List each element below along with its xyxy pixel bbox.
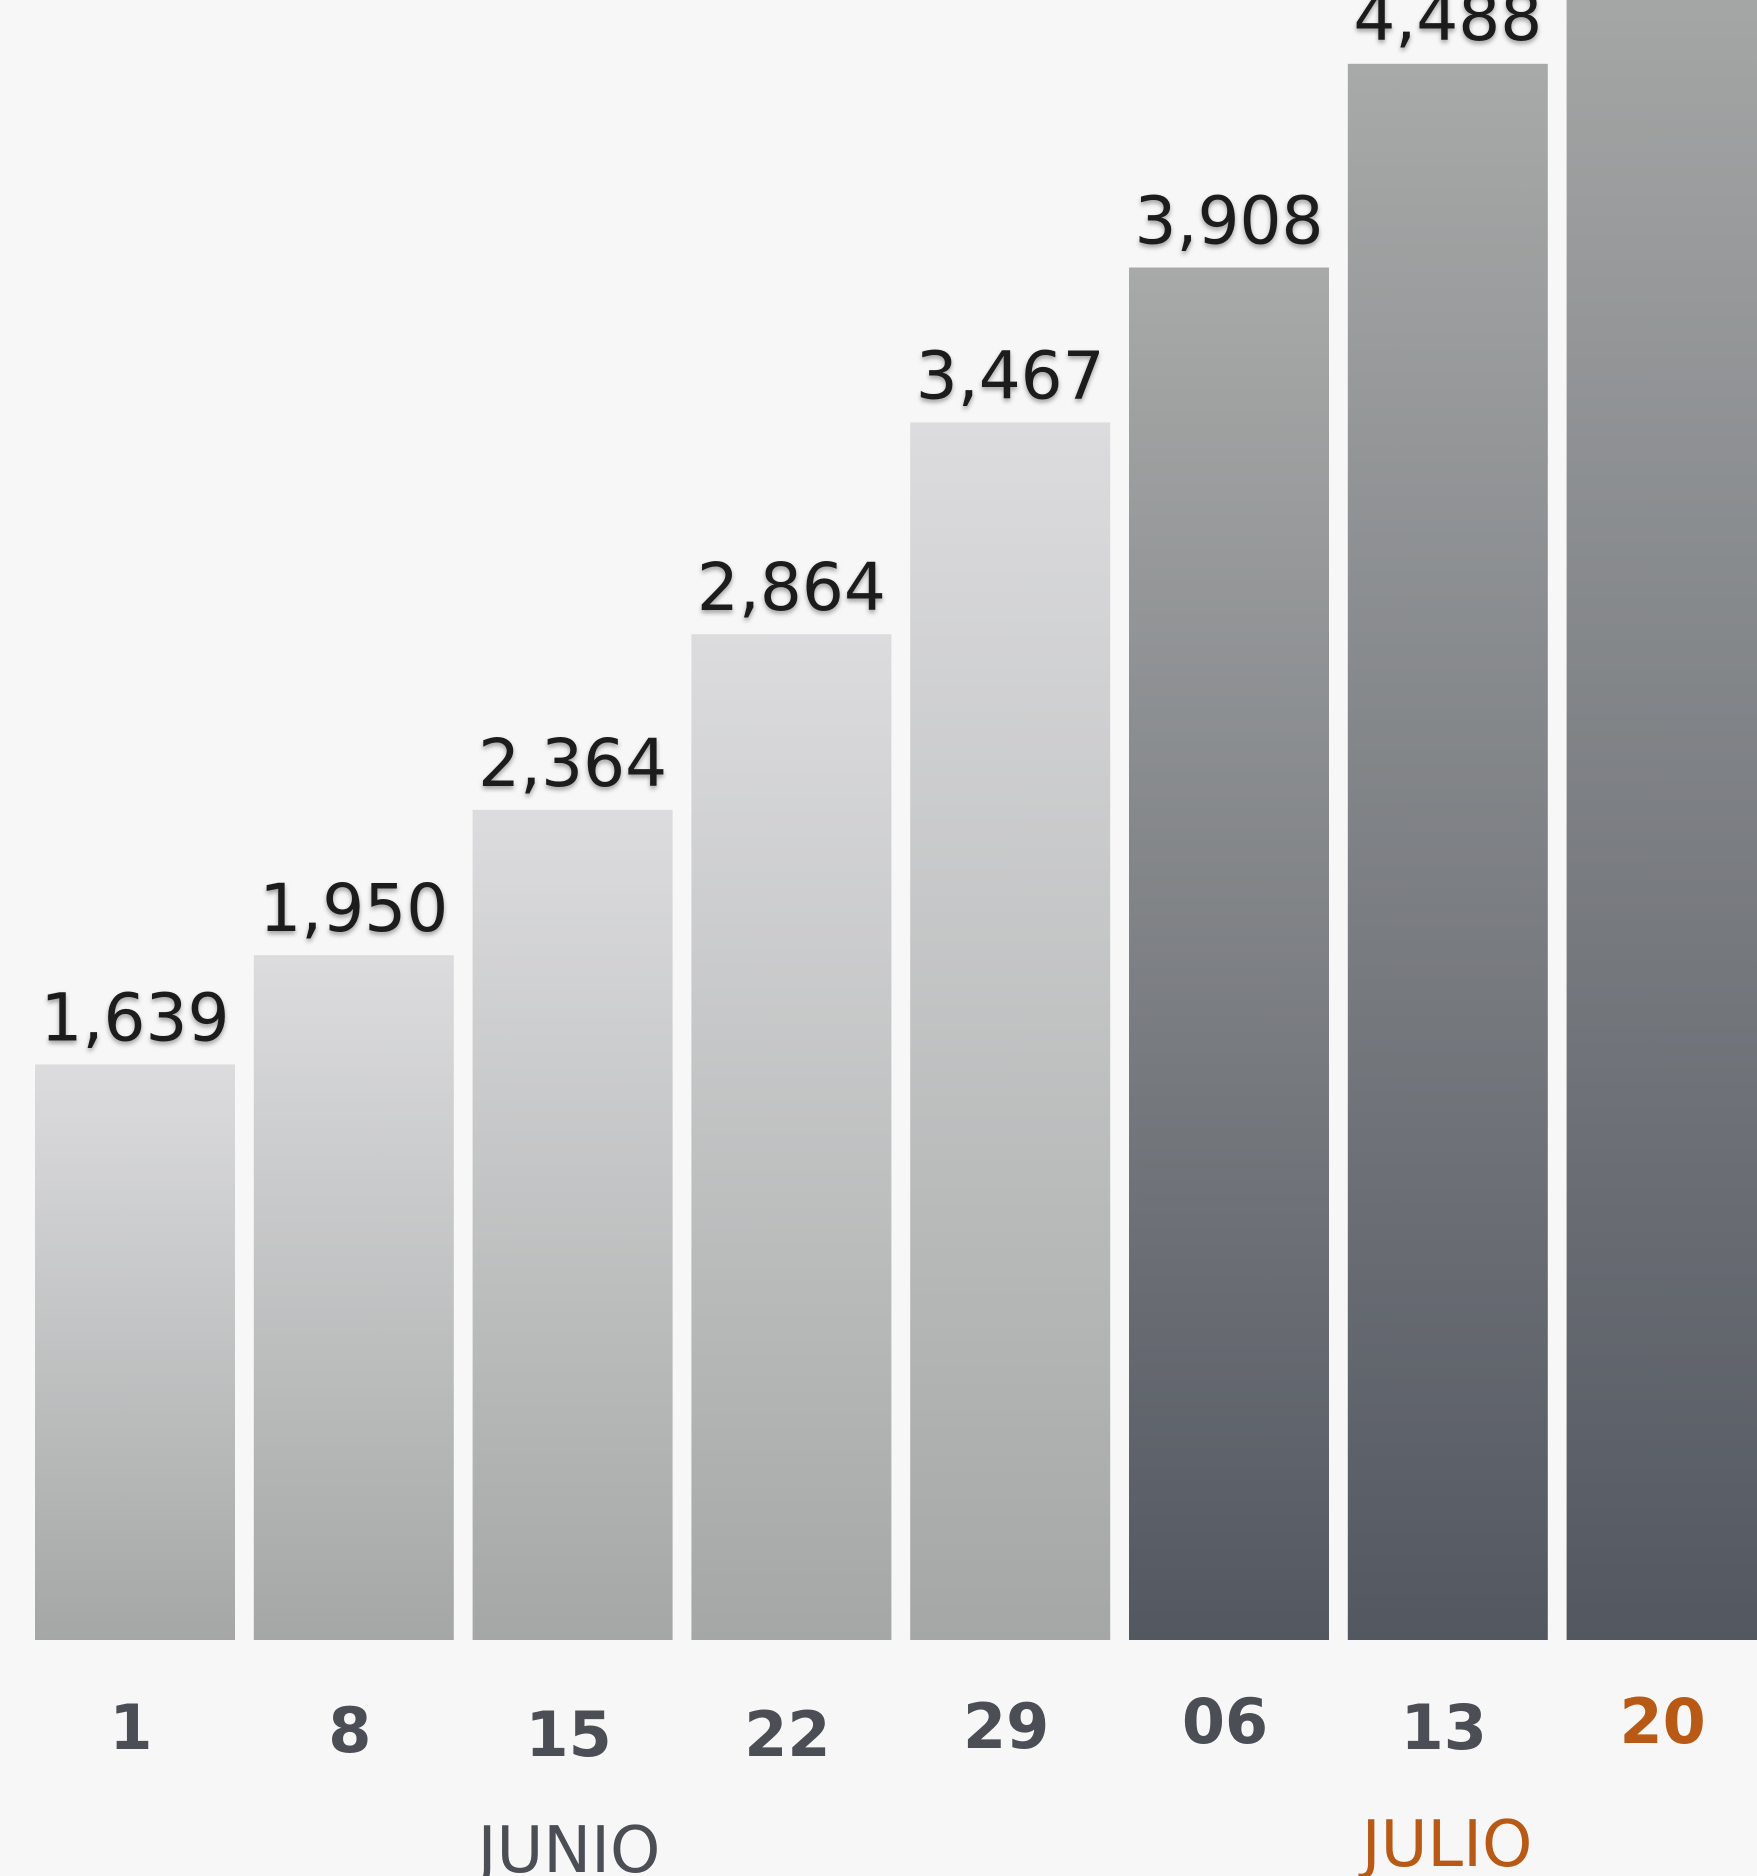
bar-29: [910, 422, 1111, 1640]
value-label-1: 1,639: [41, 979, 230, 1056]
bar-13: [1347, 63, 1548, 1640]
value-label-15: 2,364: [478, 725, 667, 802]
category-label-1: 1: [109, 1691, 152, 1764]
value-label-13: 4,488: [1353, 0, 1542, 56]
month-labels-group: JUNIO JULIO: [474, 1808, 1533, 1876]
bar-8: [253, 955, 454, 1640]
category-label-15: 15: [525, 1698, 611, 1771]
month-label-junio: JUNIO: [474, 1814, 661, 1876]
category-label-06: 06: [1182, 1685, 1268, 1758]
value-label-29: 3,467: [916, 337, 1105, 414]
category-label-20: 20: [1619, 1685, 1705, 1758]
bar-20: [1566, 0, 1757, 1640]
bars-group: [35, 0, 1757, 1640]
category-label-8: 8: [328, 1694, 371, 1767]
bar-22: [691, 634, 892, 1640]
value-label-06: 3,908: [1135, 183, 1324, 260]
category-label-13: 13: [1401, 1691, 1487, 1764]
category-label-22: 22: [744, 1698, 830, 1771]
value-label-8: 1,950: [259, 870, 448, 947]
bar-15: [472, 809, 673, 1640]
category-labels-group: 1 8 15 22 29 06 13 20: [109, 1685, 1705, 1771]
month-label-julio: JULIO: [1358, 1808, 1533, 1876]
category-label-29: 29: [963, 1690, 1049, 1763]
value-label-22: 2,864: [697, 549, 886, 626]
bar-1: [35, 1064, 235, 1640]
bar-06: [1129, 267, 1329, 1640]
